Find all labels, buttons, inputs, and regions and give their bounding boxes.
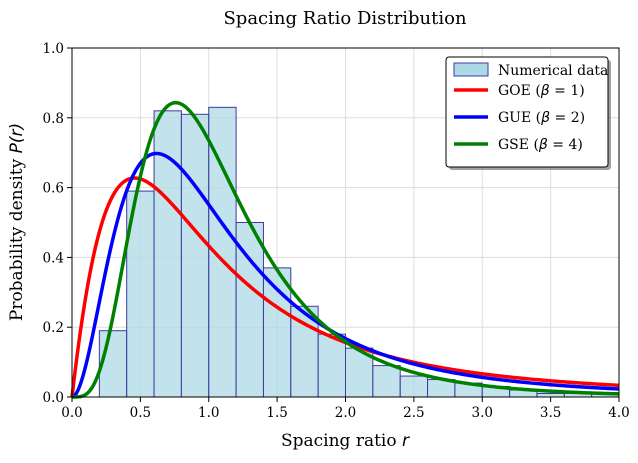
x-axis-ticks: 0.0 0.5 1.0 1.5 2.0 2.5 3.0 3.5 4.0	[61, 397, 630, 421]
y-tick-label: 0.2	[43, 320, 64, 336]
gse-curve	[71, 100, 620, 399]
histogram-bar	[536, 393, 565, 398]
legend-box	[445, 56, 609, 168]
x-tick-label: 4.0	[608, 405, 629, 421]
gue-curve	[71, 151, 620, 399]
histogram-bar	[98, 330, 128, 398]
y-axis-label: Probability density P(r)	[7, 123, 27, 321]
legend-gse-label: GSE (β = 4)	[498, 137, 583, 153]
y-tick-label: 0.6	[43, 181, 64, 197]
histogram-bar	[317, 333, 346, 398]
x-tick-label: 1.5	[266, 405, 287, 421]
legend: Numerical data GOE (β = 1) GUE (β = 2) GSE…	[445, 56, 611, 170]
histogram-bar	[399, 375, 429, 398]
y-tick-label: 1.0	[43, 41, 64, 57]
legend-goe-label: GOE (β = 1)	[498, 83, 585, 99]
x-tick-label: 1.0	[198, 405, 219, 421]
legend-gue-label: GUE (β = 2)	[498, 110, 585, 126]
y-tick-label: 0.4	[43, 250, 64, 266]
legend-histogram-label: Numerical data	[498, 63, 608, 79]
y-axis-ticks: 0.0 0.2 0.4 0.6 0.8 1.0	[43, 41, 72, 406]
legend-histogram-swatch	[453, 62, 489, 77]
histogram-bars	[98, 106, 620, 398]
x-tick-label: 0.5	[130, 405, 151, 421]
x-tick-label: 3.5	[540, 405, 561, 421]
x-tick-label: 3.0	[472, 405, 493, 421]
chart-title: Spacing Ratio Distribution	[223, 8, 466, 29]
density-curves	[70, 100, 620, 399]
histogram-bar	[372, 365, 401, 398]
x-tick-label: 2.5	[403, 405, 424, 421]
x-tick-label: 2.0	[335, 405, 356, 421]
x-axis-label: Spacing ratio r	[281, 431, 410, 451]
histogram-bar	[180, 113, 210, 398]
y-tick-label: 0.8	[43, 111, 64, 127]
y-tick-label: 0.0	[43, 390, 64, 406]
x-tick-label: 0.0	[61, 405, 82, 421]
